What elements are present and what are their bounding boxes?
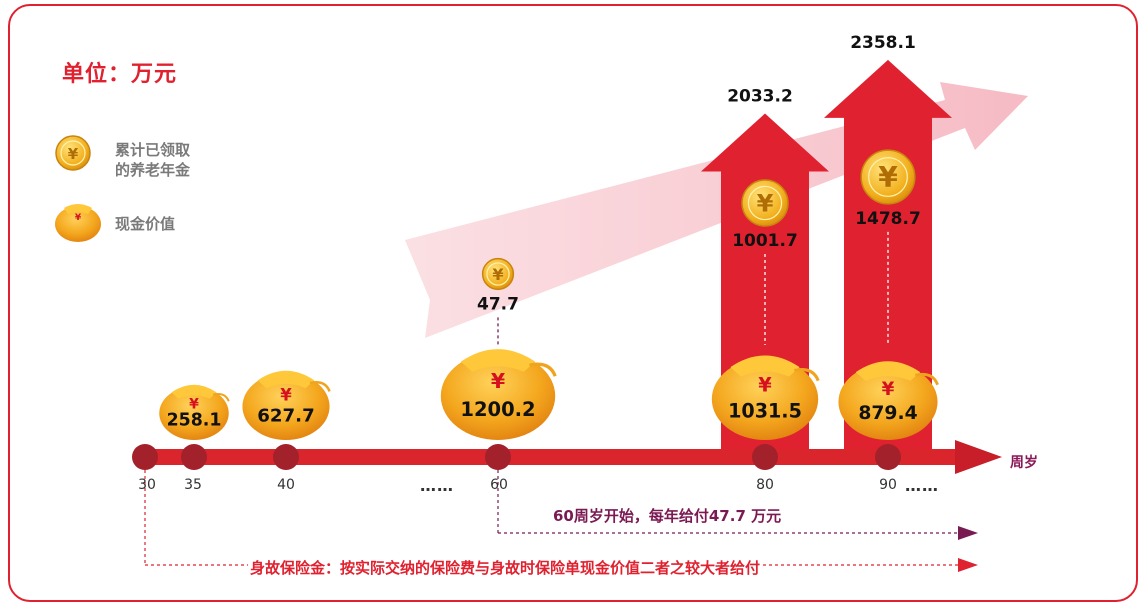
annuity-note: 60周岁开始，每年给付47.7 万元 bbox=[553, 507, 782, 525]
cash-bag-60: ¥ bbox=[440, 349, 557, 440]
axis-dot-30 bbox=[132, 444, 158, 470]
unit-label: 单位：万元 bbox=[62, 62, 178, 87]
timeline-bar bbox=[140, 449, 960, 465]
cash-bag-35: ¥ bbox=[159, 384, 230, 440]
tick-60: 60 bbox=[490, 477, 508, 493]
legend-bag-icon: ¥ bbox=[55, 204, 101, 242]
death-benefit-note: 身故保险金：按实际交纳的保险费与身故时保险单现金价值二者之较大者给付 bbox=[248, 557, 763, 578]
svg-text:¥: ¥ bbox=[757, 190, 774, 218]
death-arrowhead bbox=[958, 558, 978, 572]
svg-text:¥: ¥ bbox=[75, 213, 82, 223]
total-arrow-80 bbox=[701, 113, 829, 449]
pension-value-60: 47.7 bbox=[477, 294, 519, 314]
axis-dot-40 bbox=[273, 444, 299, 470]
cash-value-60: 1200.2 bbox=[460, 398, 535, 421]
legend-cash: 现金价值 bbox=[115, 214, 175, 234]
cash-value-80: 1031.5 bbox=[728, 399, 802, 422]
axis-ellipsis-mid: …… bbox=[420, 476, 454, 495]
annuity-arrowhead bbox=[958, 526, 978, 540]
chart-frame bbox=[8, 4, 1138, 602]
axis-name: 周岁 bbox=[1010, 455, 1038, 471]
cash-value-40: 627.7 bbox=[257, 406, 314, 427]
svg-text:¥: ¥ bbox=[280, 385, 292, 404]
pension-coin-90: ¥ bbox=[860, 149, 916, 205]
legend-cash-label: 现金价值 bbox=[115, 215, 176, 233]
total-arrow-90 bbox=[824, 59, 952, 449]
cash-value-90: 879.4 bbox=[858, 403, 917, 424]
svg-text:¥: ¥ bbox=[758, 374, 772, 397]
svg-text:¥: ¥ bbox=[492, 265, 504, 284]
total-label-80: 2033.2 bbox=[727, 87, 793, 107]
tick-30: 30 bbox=[138, 477, 156, 493]
axis-ellipsis-end: …… bbox=[905, 476, 939, 495]
axis-dot-90 bbox=[875, 444, 901, 470]
pension-coin-80: ¥ bbox=[741, 179, 789, 227]
total-label-90: 2358.1 bbox=[850, 33, 916, 53]
tick-90: 90 bbox=[879, 477, 897, 493]
cash-value-35: 258.1 bbox=[167, 410, 222, 430]
legend-coin-icon: ¥ bbox=[55, 135, 91, 171]
timeline-arrowhead bbox=[955, 440, 1002, 474]
tick-80: 80 bbox=[756, 477, 774, 493]
svg-text:¥: ¥ bbox=[491, 369, 506, 393]
cash-bag-90: ¥ bbox=[838, 361, 939, 440]
cash-bag-80: ¥ bbox=[711, 355, 820, 440]
pension-value-80: 1001.7 bbox=[732, 231, 798, 251]
cash-bag-40: ¥ bbox=[242, 370, 331, 440]
pension-value-90: 1478.7 bbox=[855, 209, 921, 229]
legend-pension: 累计已领取 的养老年金 bbox=[115, 140, 190, 180]
tick-40: 40 bbox=[277, 477, 295, 493]
pension-coin-60: ¥ bbox=[481, 257, 515, 291]
legend-pension-label: 累计已领取 的养老年金 bbox=[115, 141, 191, 179]
svg-text:¥: ¥ bbox=[68, 145, 79, 163]
svg-text:¥: ¥ bbox=[189, 396, 199, 412]
axis-dot-60 bbox=[485, 444, 511, 470]
svg-text:¥: ¥ bbox=[882, 379, 895, 400]
svg-text:¥: ¥ bbox=[878, 161, 898, 194]
axis-dot-80 bbox=[752, 444, 778, 470]
axis-dot-35 bbox=[181, 444, 207, 470]
tick-35: 35 bbox=[184, 477, 202, 493]
